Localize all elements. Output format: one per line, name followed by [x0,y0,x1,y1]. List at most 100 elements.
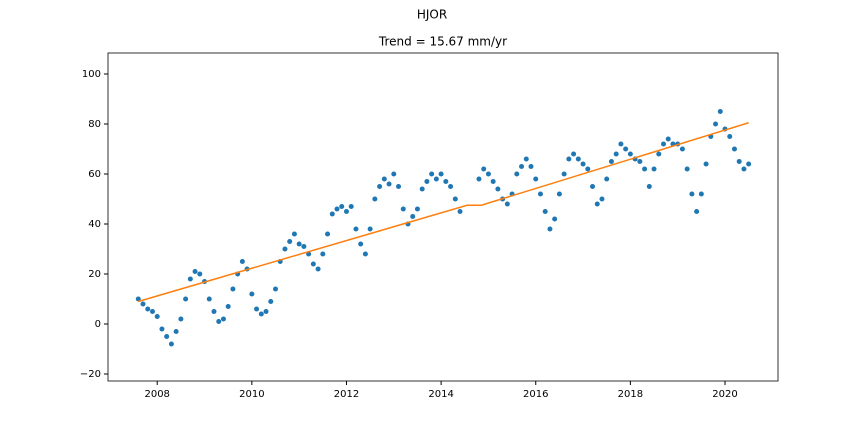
data-point [727,134,733,139]
data-point [741,166,747,172]
data-point [343,209,349,214]
data-point [457,209,463,214]
data-point [438,171,444,177]
data-point [396,184,402,189]
data-point [698,191,704,197]
data-point [547,226,553,232]
data-point [239,259,245,264]
data-point [325,231,331,237]
data-point [556,191,562,197]
y-tick-label: 20 [88,269,101,280]
data-point [637,159,643,164]
data-point [627,151,633,157]
data-point [178,316,184,322]
data-point [528,164,534,169]
y-tick-label: 0 [95,319,101,330]
x-tick-label: 2016 [523,389,548,400]
data-point [173,329,179,334]
data-point [552,216,558,222]
data-point [140,301,146,307]
data-point [443,179,449,184]
data-point [263,309,269,314]
data-point [353,226,359,232]
data-point [367,226,373,232]
data-point [533,176,539,182]
data-point [339,204,345,209]
data-point [571,151,577,157]
x-tick-label: 2018 [618,389,643,400]
data-point [334,206,340,212]
data-point [225,304,231,309]
x-tick-label: 2008 [144,389,169,400]
data-point [377,184,383,189]
data-point [183,296,189,302]
data-point [145,306,151,312]
x-tick-label: 2012 [334,389,359,400]
data-point [315,266,321,272]
data-point [481,166,487,172]
data-point [197,271,203,277]
data-point [580,161,586,167]
data-point [537,191,543,197]
data-point [287,239,293,244]
data-point [646,184,652,189]
data-point [679,146,685,152]
data-point [282,246,288,252]
data-point [590,184,596,189]
data-point [410,214,416,219]
y-tick-label: −20 [80,369,101,380]
data-point [566,156,572,162]
data-point [414,206,420,212]
data-point [135,296,141,302]
data-point [613,151,619,157]
data-point [187,276,193,282]
data-point [419,186,425,192]
data-point [424,179,430,184]
data-point [220,316,226,322]
y-tick-label: 40 [88,219,101,230]
data-point [542,209,548,214]
data-point [362,251,368,257]
data-point [400,206,406,212]
data-point [372,196,378,202]
data-point [211,309,217,314]
data-point [746,161,752,167]
data-point [618,141,624,147]
data-point [301,244,307,249]
data-point [656,151,662,157]
data-point [273,286,278,292]
trend-line [138,122,749,303]
data-point [575,156,581,162]
data-point [258,311,264,317]
data-point [504,201,510,207]
data-point [651,166,657,172]
data-point [358,241,364,247]
data-point [310,261,316,267]
x-tick-label: 2014 [428,389,453,400]
chart-title: Trend = 15.67 mm/yr [378,35,507,49]
data-point [452,196,458,202]
data-point [291,231,297,237]
data-point [230,286,236,292]
data-point [665,136,671,142]
data-point [216,319,222,324]
data-point [717,109,723,114]
data-point [731,146,737,152]
data-point [736,159,742,164]
y-tick-label: 60 [88,169,101,180]
data-point [703,161,709,167]
data-point [660,141,666,147]
data-point [485,171,491,177]
data-point [192,269,198,274]
data-point [694,209,700,214]
suptitle: HJOR [417,8,447,22]
data-point [523,156,529,162]
data-point [713,121,719,127]
y-tick-label: 80 [88,119,101,130]
x-tick-label: 2010 [239,389,264,400]
data-point [604,176,610,182]
data-point [448,184,454,189]
data-point [642,166,648,172]
data-point [168,341,174,347]
data-point [386,181,392,187]
